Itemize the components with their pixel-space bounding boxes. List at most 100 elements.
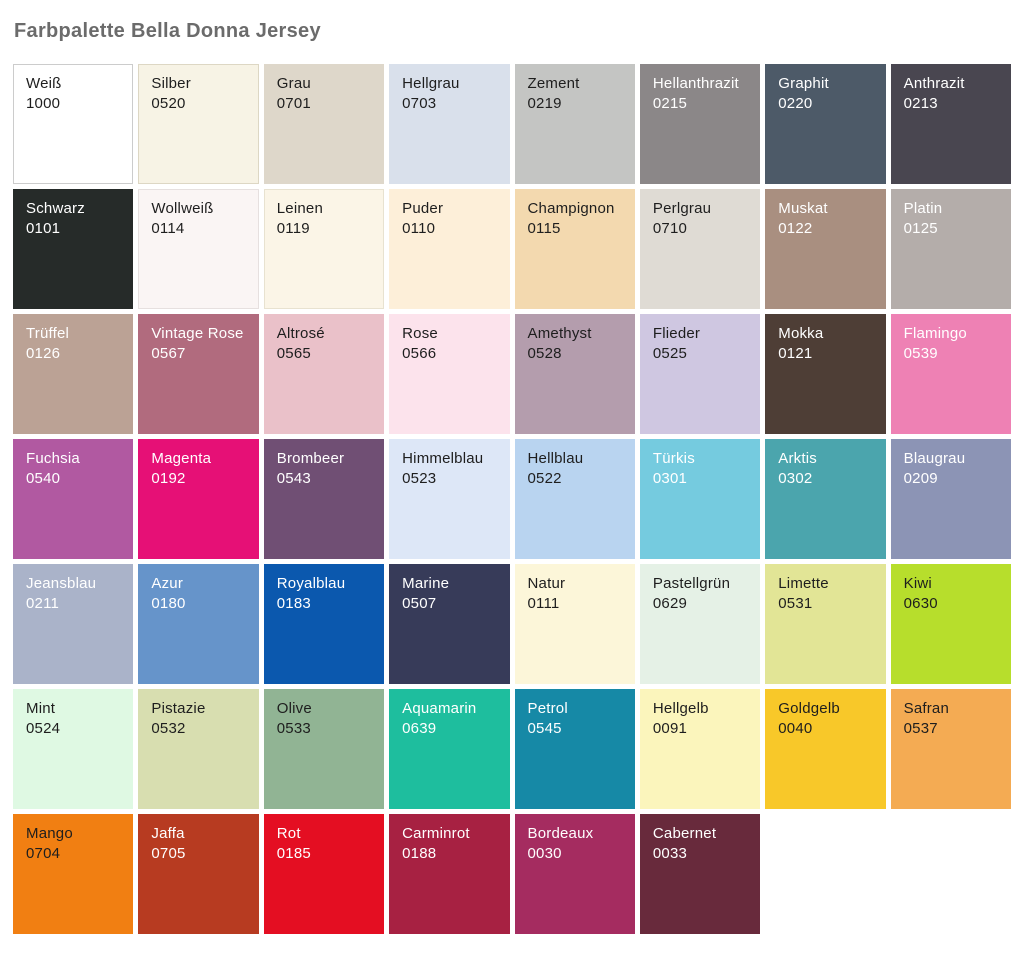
swatch-code: 0567 [151,345,186,363]
swatch-name: Safran [903,700,950,717]
swatch-name: Cabernet [652,825,717,842]
swatch-code: 0540 [26,470,61,488]
color-swatch: Schwarz 0101 [13,189,134,309]
color-swatch: Altrosé 0565 [263,314,385,434]
page-title: Farbpalette Bella Donna Jersey [14,20,321,42]
color-swatch: Pastellgrün 0629 [639,564,761,684]
color-swatch: Trüffel 0126 [13,314,134,434]
color-swatch: Brombeer 0543 [263,439,385,559]
color-swatch: Amethyst 0528 [514,314,635,434]
swatch-name: Azur [151,575,184,592]
color-swatch: Grau 0701 [263,64,385,184]
swatch-name: Olive [276,700,312,717]
swatch-code: 0219 [527,95,562,113]
swatch-code: 0220 [778,95,813,113]
color-swatch: Hellanthrazit 0215 [639,64,761,184]
swatch-name: Jaffa [151,825,185,842]
swatch-code: 0710 [652,220,688,238]
swatch-name: Rot [276,825,301,842]
swatch-code: 0188 [402,845,437,863]
color-swatch: Hellgelb 0091 [639,689,761,809]
color-swatch: Hellblau 0522 [514,439,635,559]
color-swatch: Puder 0110 [389,189,510,309]
swatch-name: Altrosé [276,325,325,342]
swatch-name: Schwarz [26,200,85,217]
color-swatch: Silber 0520 [138,64,259,184]
swatch-name: Hellblau [527,450,584,467]
swatch-name: Trüffel [26,325,70,342]
swatch-name: Brombeer [276,450,345,467]
swatch-name: Graphit [778,75,829,92]
swatch-code: 0543 [276,470,311,488]
color-swatch: Bordeaux 0030 [514,814,635,934]
color-swatch: Muskat 0122 [765,189,886,309]
color-swatch: Petrol 0545 [514,689,635,809]
swatch-code: 0629 [652,595,688,613]
swatch-code: 0213 [903,95,938,113]
swatch-code: 0531 [778,595,813,613]
swatch-code: 0522 [527,470,562,488]
swatch-code: 0704 [26,845,61,863]
swatch-code: 0180 [151,595,186,613]
swatch-code: 0183 [276,595,311,613]
swatch-name: Petrol [527,700,568,717]
swatch-name: Marine [402,575,450,592]
color-swatch: Platin 0125 [890,189,1011,309]
color-swatch: Jeansblau 0211 [13,564,134,684]
swatch-code: 0185 [276,845,311,863]
palette-grid: Weiß 1000 Silber 0520 Grau 0701 Hellgrau 0703 Ze… [13,64,1011,934]
swatch-code: 0528 [527,345,562,363]
swatch-code: 0033 [652,845,688,863]
swatch-code: 0524 [26,720,61,738]
swatch-code: 0101 [26,220,61,238]
swatch-name: Carminrot [402,825,470,842]
color-swatch: Mango 0704 [13,814,134,934]
color-swatch: Leinen 0119 [263,189,385,309]
swatch-name: Royalblau [276,575,346,592]
swatch-code: 0566 [402,345,437,363]
swatch-name: Himmelblau [402,450,484,467]
swatch-code: 0211 [26,595,60,613]
color-swatch: Magenta 0192 [138,439,259,559]
color-swatch: Blaugrau 0209 [890,439,1011,559]
swatch-code: 0114 [151,220,185,238]
swatch-name: Mokka [778,325,824,342]
color-swatch: Safran 0537 [890,689,1011,809]
swatch-code: 0565 [276,345,311,363]
color-swatch: Rot 0185 [263,814,385,934]
swatch-name: Magenta [151,450,212,467]
swatch-code: 0705 [151,845,186,863]
swatch-code: 0192 [151,470,186,488]
color-swatch: Azur 0180 [138,564,259,684]
swatch-code: 0115 [527,220,561,238]
swatch-code: 0030 [527,845,562,863]
color-swatch: Champignon 0115 [514,189,635,309]
swatch-code: 0110 [402,220,436,238]
swatch-name: Amethyst [527,325,592,342]
swatch-name: Champignon [527,200,615,217]
swatch-code: 0121 [778,345,813,363]
color-swatch: Goldgelb 0040 [765,689,886,809]
color-swatch: Royalblau 0183 [263,564,385,684]
color-swatch: Mint 0524 [13,689,134,809]
swatch-code: 0126 [26,345,61,363]
swatch-name: Zement [527,75,580,92]
swatch-name: Pastellgrün [652,575,731,592]
color-swatch: Flieder 0525 [639,314,761,434]
swatch-code: 0533 [276,720,311,738]
swatch-code: 0703 [402,95,437,113]
swatch-name: Hellgelb [652,700,709,717]
swatch-name: Limette [778,575,829,592]
swatch-name: Platin [903,200,943,217]
color-swatch: Anthrazit 0213 [890,64,1011,184]
swatch-code: 0532 [151,720,186,738]
swatch-name: Leinen [276,200,323,217]
color-swatch: Jaffa 0705 [138,814,259,934]
swatch-name: Hellanthrazit [652,75,739,92]
swatch-code: 0537 [903,720,938,738]
color-swatch: Cabernet 0033 [639,814,761,934]
swatch-code: 0125 [903,220,938,238]
color-swatch: Arktis 0302 [765,439,886,559]
swatch-code: 0630 [903,595,938,613]
swatch-code: 0525 [652,345,688,363]
